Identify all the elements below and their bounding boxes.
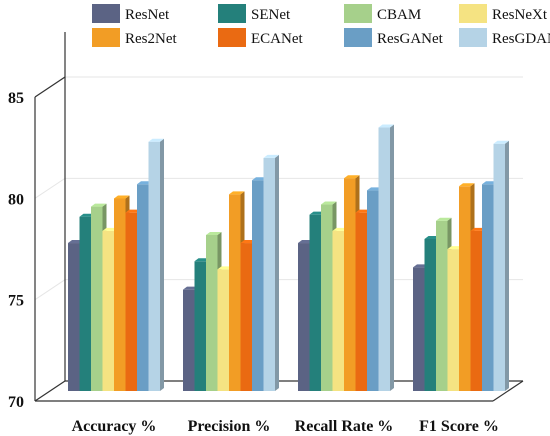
bar-front-face xyxy=(321,204,333,391)
bar-top-face xyxy=(263,154,279,158)
bar-top-face xyxy=(321,201,337,205)
bar-front-face xyxy=(493,143,505,391)
bar-top-face xyxy=(459,183,475,187)
floor-right-edge xyxy=(492,380,524,402)
bar-front-face xyxy=(298,243,310,391)
bar-front-face xyxy=(355,212,367,391)
legend-swatch xyxy=(344,28,372,47)
bar-front-face xyxy=(68,243,80,391)
legend-item: ResGANet xyxy=(344,28,444,47)
legend: ResNet SENet CBAM ResNeXt Res2Net ECANet ResGA… xyxy=(92,4,550,47)
bar-top-face xyxy=(148,138,164,142)
bar-front-face xyxy=(459,186,471,391)
y-tick-label: 85 xyxy=(8,90,24,107)
bar-top-face xyxy=(378,124,394,128)
legend-label: SENet xyxy=(251,7,291,23)
category-labels: Accuracy % Precision % Recall Rate % F1 Sco… xyxy=(72,418,499,435)
bar-layer xyxy=(68,124,509,392)
bar-top-face xyxy=(206,231,222,235)
y-tick-label: 80 xyxy=(8,191,24,208)
bar-top-face xyxy=(344,175,360,179)
legend-swatch xyxy=(459,28,487,47)
bar-front-face xyxy=(378,127,390,392)
y-tick-label: 75 xyxy=(8,293,24,310)
legend-item: Res2Net xyxy=(92,28,177,47)
legend-swatch xyxy=(218,28,246,47)
legend-item: CBAM xyxy=(344,4,421,23)
bar-front-face xyxy=(252,180,264,391)
y-tick-labels: 70 75 80 85 xyxy=(8,90,24,411)
top-edge xyxy=(34,76,66,98)
bar-top-face xyxy=(229,191,245,195)
legend-label: ResNeXt xyxy=(492,7,548,23)
legend-label: ResGANet xyxy=(377,31,444,47)
legend-label: Res2Net xyxy=(125,31,177,47)
bar-front-face xyxy=(137,184,149,391)
bar-front-face xyxy=(183,289,195,391)
bar-front-face xyxy=(424,239,436,391)
bar-side-face xyxy=(275,154,279,391)
bar-top-face xyxy=(114,195,130,199)
legend-label: CBAM xyxy=(377,7,421,23)
legend-label: ECANet xyxy=(251,31,303,47)
legend-item: ResNeXt xyxy=(459,4,548,23)
bar-top-face xyxy=(436,217,452,221)
category-label: F1 Score % xyxy=(419,418,499,435)
legend-swatch xyxy=(344,4,372,23)
bar-front-face xyxy=(79,216,91,391)
legend-swatch xyxy=(92,4,120,23)
bar xyxy=(148,138,164,391)
category-label: Recall Rate % xyxy=(295,418,394,435)
bar-front-face xyxy=(148,141,160,391)
bar xyxy=(263,154,279,391)
bar-front-face xyxy=(470,230,482,391)
bar-front-face xyxy=(367,190,379,391)
legend-swatch xyxy=(92,28,120,47)
legend-item: ResNet xyxy=(92,4,170,23)
bar-front-face xyxy=(332,230,344,391)
legend-swatch xyxy=(459,4,487,23)
bar xyxy=(378,124,394,392)
legend-item: ResGDANet xyxy=(459,28,550,47)
bar-front-face xyxy=(114,198,126,391)
bar-front-face xyxy=(344,178,356,391)
bar-front-face xyxy=(206,234,218,391)
bar-side-face xyxy=(505,140,509,391)
bar-front-face xyxy=(229,194,241,391)
bar-front-face xyxy=(263,157,275,391)
bar-top-face xyxy=(493,140,509,144)
bar-side-face xyxy=(160,138,164,391)
bar-front-face xyxy=(217,269,229,391)
bar-front-face xyxy=(309,214,321,391)
bar-front-face xyxy=(240,243,252,391)
bar-front-face xyxy=(125,212,137,391)
bar-front-face xyxy=(447,249,459,391)
bar xyxy=(493,140,509,391)
legend-item: ECANet xyxy=(218,28,303,47)
bar-front-face xyxy=(413,267,425,391)
bar-front-face xyxy=(194,261,206,391)
legend-item: SENet xyxy=(218,4,291,23)
category-label: Precision % xyxy=(188,418,271,435)
grid-line xyxy=(34,76,523,98)
bar-front-face xyxy=(102,230,114,391)
bar-front-face xyxy=(91,206,103,391)
category-label: Accuracy % xyxy=(72,418,157,435)
floor-left-edge xyxy=(34,380,66,402)
bar-front-face xyxy=(482,184,494,391)
legend-label: ResNet xyxy=(125,7,170,23)
y-tick-label: 70 xyxy=(8,394,24,411)
legend-swatch xyxy=(218,4,246,23)
legend-label: ResGDANet xyxy=(492,31,550,47)
bar-top-face xyxy=(91,203,107,207)
bar-front-face xyxy=(436,220,448,391)
bar-side-face xyxy=(390,124,394,392)
